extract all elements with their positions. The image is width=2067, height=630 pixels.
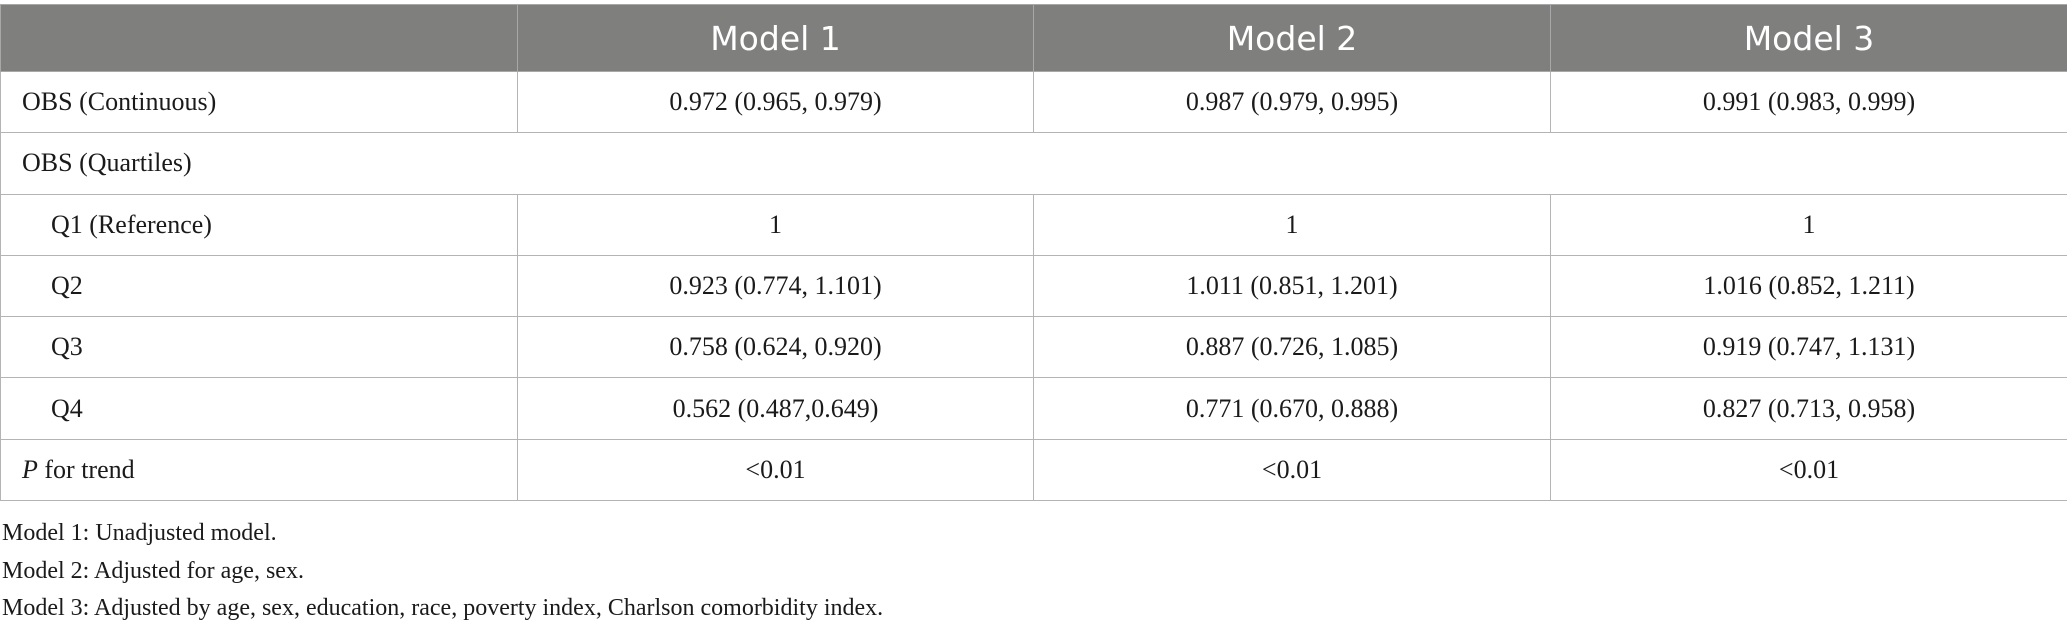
cell-model-2: 0.987 (0.979, 0.995) [1033, 70, 1551, 134]
cell-model-3: 0.919 (0.747, 1.131) [1550, 316, 2067, 379]
table-row-continuous: OBS (Continuous) 0.972 (0.965, 0.979) 0.… [0, 70, 2067, 134]
cell-model-1: <0.01 [517, 438, 1034, 502]
row-label: Q2 [0, 254, 518, 318]
table-row-trend: P for trend <0.01 <0.01 <0.01 [0, 438, 2067, 502]
header-row: Model 1 Model 2 Model 3 [0, 4, 2067, 72]
table-row-q1: Q1 (Reference) 1 1 1 [0, 193, 2067, 256]
footnote-model-2: Model 2: Adjusted for age, sex. [2, 557, 304, 584]
row-label: Q4 [0, 377, 518, 440]
cell-model-2: 0.771 (0.670, 0.888) [1033, 377, 1551, 440]
row-label: P for trend [0, 438, 518, 502]
cell-model-3: 1 [1550, 193, 2067, 256]
cell-model-3: 0.827 (0.713, 0.958) [1550, 377, 2067, 440]
header-model-2: Model 2 [1033, 4, 1551, 72]
table-row-q4: Q4 0.562 (0.487,0.649) 0.771 (0.670, 0.8… [0, 377, 2067, 440]
table-footnotes: Model 1: Unadjusted model. Model 2: Adju… [2, 515, 883, 628]
table-row-quartiles-header: OBS (Quartiles) [0, 132, 2067, 195]
row-label: Q3 [0, 316, 518, 379]
p-symbol: P [22, 454, 38, 484]
row-label: Q1 (Reference) [0, 193, 518, 256]
section-label: OBS (Quartiles) [0, 132, 2067, 195]
table-row-q3: Q3 0.758 (0.624, 0.920) 0.887 (0.726, 1.… [0, 316, 2067, 379]
cell-model-1: 0.923 (0.774, 1.101) [517, 254, 1034, 318]
header-model-3: Model 3 [1550, 4, 2067, 72]
header-model-1: Model 1 [517, 4, 1034, 72]
cell-model-3: 1.016 (0.852, 1.211) [1550, 254, 2067, 318]
trend-label-text: for trend [37, 454, 135, 484]
results-table: Model 1 Model 2 Model 3 OBS (Continuous)… [0, 4, 2067, 502]
table-row-q2: Q2 0.923 (0.774, 1.101) 1.011 (0.851, 1.… [0, 254, 2067, 318]
cell-model-1: 0.758 (0.624, 0.920) [517, 316, 1034, 379]
footnote-model-3: Model 3: Adjusted by age, sex, education… [2, 595, 884, 621]
cell-model-1: 1 [517, 193, 1034, 256]
cell-model-1: 0.972 (0.965, 0.979) [517, 70, 1034, 134]
header-blank-cell [0, 4, 518, 72]
cell-model-3: 0.991 (0.983, 0.999) [1550, 70, 2067, 134]
cell-model-2: <0.01 [1033, 438, 1551, 502]
cell-model-2: 0.887 (0.726, 1.085) [1033, 316, 1551, 379]
cell-model-2: 1.011 (0.851, 1.201) [1033, 254, 1551, 318]
cell-model-1: 0.562 (0.487,0.649) [517, 377, 1034, 440]
row-label: OBS (Continuous) [0, 70, 518, 134]
footnote-model-1: Model 1: Unadjusted model. [2, 520, 277, 546]
cell-model-3: <0.01 [1550, 438, 2067, 502]
cell-model-2: 1 [1033, 193, 1551, 256]
